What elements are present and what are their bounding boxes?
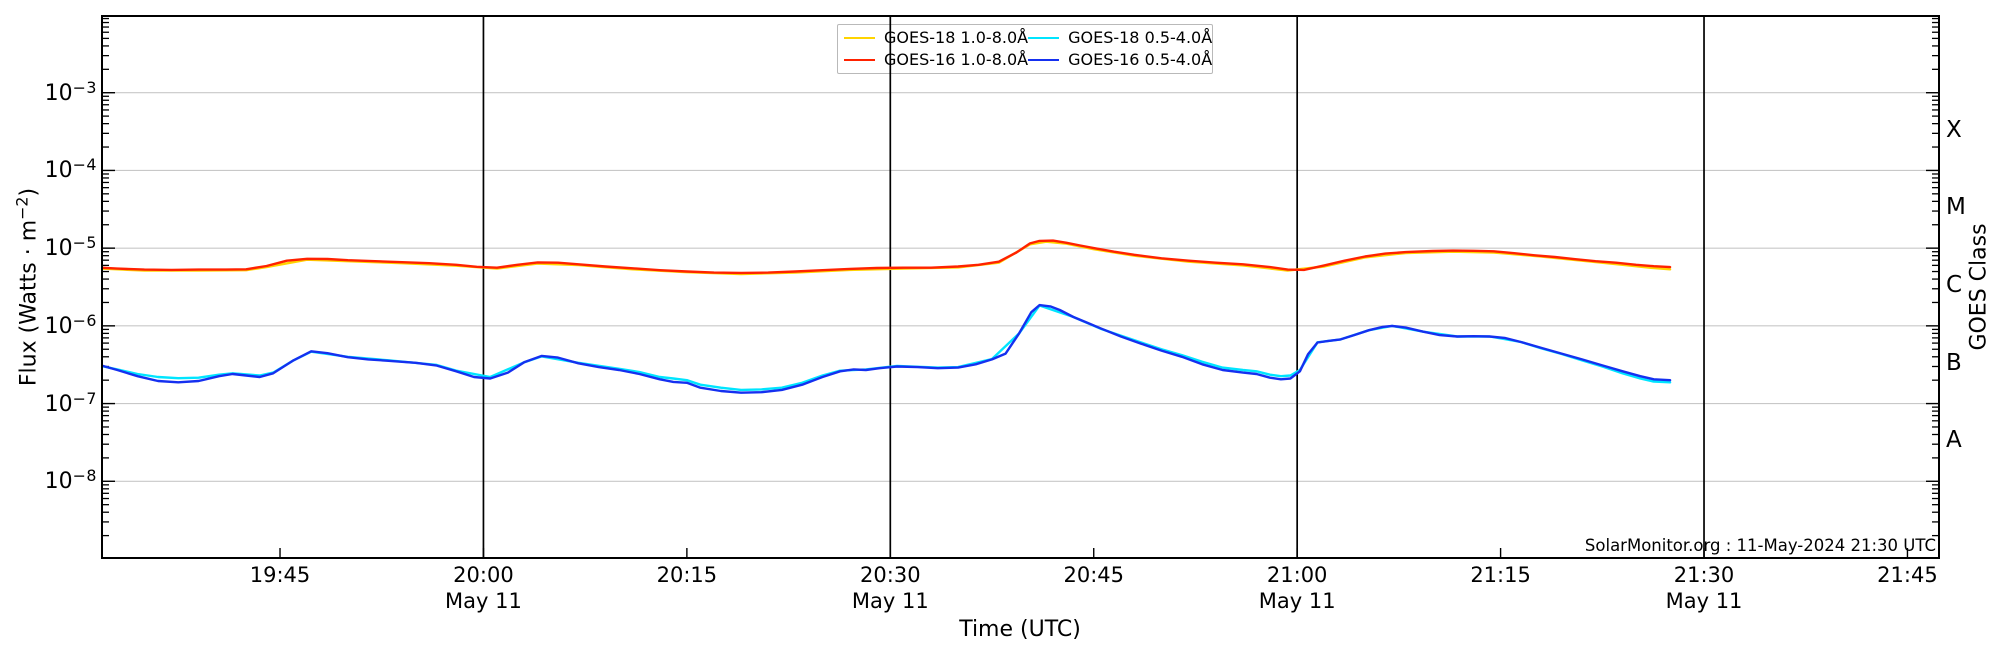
x-tick-label-20:45: 20:45: [1063, 563, 1124, 587]
legend-swatch-goes16-long: [844, 58, 875, 62]
y-tick-exponent: −8: [72, 466, 97, 486]
x-tick-sublabel-21:00: May 11: [1258, 589, 1336, 613]
series-GOES-18 0.5-4.0Å: [101, 304, 1672, 392]
y-tick-label-10e-7: 10−7: [45, 389, 97, 417]
legend-item-goes18-short: GOES-18 0.5-4.0Å: [1028, 29, 1212, 47]
x-tick-sublabel-20:30: May 11: [851, 589, 929, 613]
y-tick-base: 10: [44, 158, 73, 184]
x-tick-label-21:45: 21:45: [1877, 563, 1938, 587]
y-tick-base: 10: [44, 236, 73, 262]
x-tick-label-21:15: 21:15: [1470, 563, 1531, 587]
y-tick-base: 10: [44, 80, 73, 106]
legend: GOES-18 1.0-8.0Å GOES-16 1.0-8.0Å GOES-18 …: [837, 24, 1213, 74]
y-axis-label: Flux (Watts · m−2): [13, 188, 42, 386]
series-GOES-16 0.5-4.0Å: [101, 303, 1672, 394]
x-tick-label-21:00: 21:00: [1266, 563, 1328, 587]
y-tick-exponent: −6: [72, 310, 97, 330]
legend-swatch-goes18-long: [844, 36, 875, 40]
legend-swatch-goes16-short: [1028, 58, 1060, 62]
goes-class-C: C: [1946, 272, 1963, 298]
y-tick-exponent: −4: [72, 155, 97, 175]
y-tick-exponent: −7: [72, 388, 97, 408]
x-axis-label: Time (UTC): [959, 617, 1081, 642]
series-GOES-16 1.0-8.0Å: [101, 239, 1672, 275]
x-tick-label-20:15: 20:15: [656, 563, 718, 587]
legend-label-goes16-short: GOES-16 0.5-4.0Å: [1068, 50, 1213, 70]
legend-item-goes18-long: GOES-18 1.0-8.0Å: [844, 29, 1028, 47]
legend-label-goes16-long: GOES-16 1.0-8.0Å: [884, 50, 1029, 70]
y-tick-label-10e-6: 10−6: [45, 311, 97, 339]
y-tick-exponent: −5: [72, 233, 97, 253]
legend-item-goes16-long: GOES-16 1.0-8.0Å: [844, 51, 1028, 69]
x-tick-sublabel-20:00: May 11: [445, 589, 522, 613]
x-tick-sublabel-21:30: May 11: [1665, 589, 1743, 613]
y-tick-label-10e-8: 10−8: [45, 466, 97, 494]
x-tick-label-21:30: 21:30: [1673, 563, 1735, 587]
right-axis-label: GOES Class: [1966, 223, 1992, 351]
solarmonitor-annotation: SolarMonitor.org : 11-May-2024 21:30 UTC: [1584, 536, 1936, 555]
legend-label-goes18-long: GOES-18 1.0-8.0Å: [884, 28, 1029, 48]
x-tick-label-19:45: 19:45: [249, 563, 311, 587]
y-tick-base: 10: [44, 391, 73, 417]
x-tick-label-20:00: 20:00: [453, 563, 514, 587]
y-tick-label-10e-3: 10−3: [45, 78, 97, 106]
y-axis-label-text: Flux (Watts · m: [16, 219, 42, 387]
y-axis-label-exponent: −2: [12, 196, 32, 220]
legend-item-goes16-short: GOES-16 0.5-4.0Å: [1028, 51, 1212, 69]
y-tick-base: 10: [44, 313, 73, 339]
legend-label-goes18-short: GOES-18 0.5-4.0Å: [1068, 28, 1213, 48]
y-tick-exponent: −3: [72, 77, 97, 97]
plot-frame: [101, 15, 1940, 559]
plot-area: [101, 15, 1940, 559]
y-tick-label-10e-4: 10−4: [45, 155, 97, 183]
x-tick-label-20:30: 20:30: [860, 563, 921, 587]
goes-class-B: B: [1946, 349, 1962, 376]
goes-class-M: M: [1946, 194, 1966, 221]
legend-swatch-goes18-short: [1028, 36, 1060, 40]
y-axis-label-close: ): [16, 187, 42, 197]
y-tick-base: 10: [44, 469, 73, 495]
goes-class-X: X: [1946, 116, 1962, 143]
series-GOES-18 1.0-8.0Å: [101, 240, 1672, 276]
y-tick-label-10e-5: 10−5: [45, 233, 97, 261]
goes-class-A: A: [1946, 427, 1962, 454]
